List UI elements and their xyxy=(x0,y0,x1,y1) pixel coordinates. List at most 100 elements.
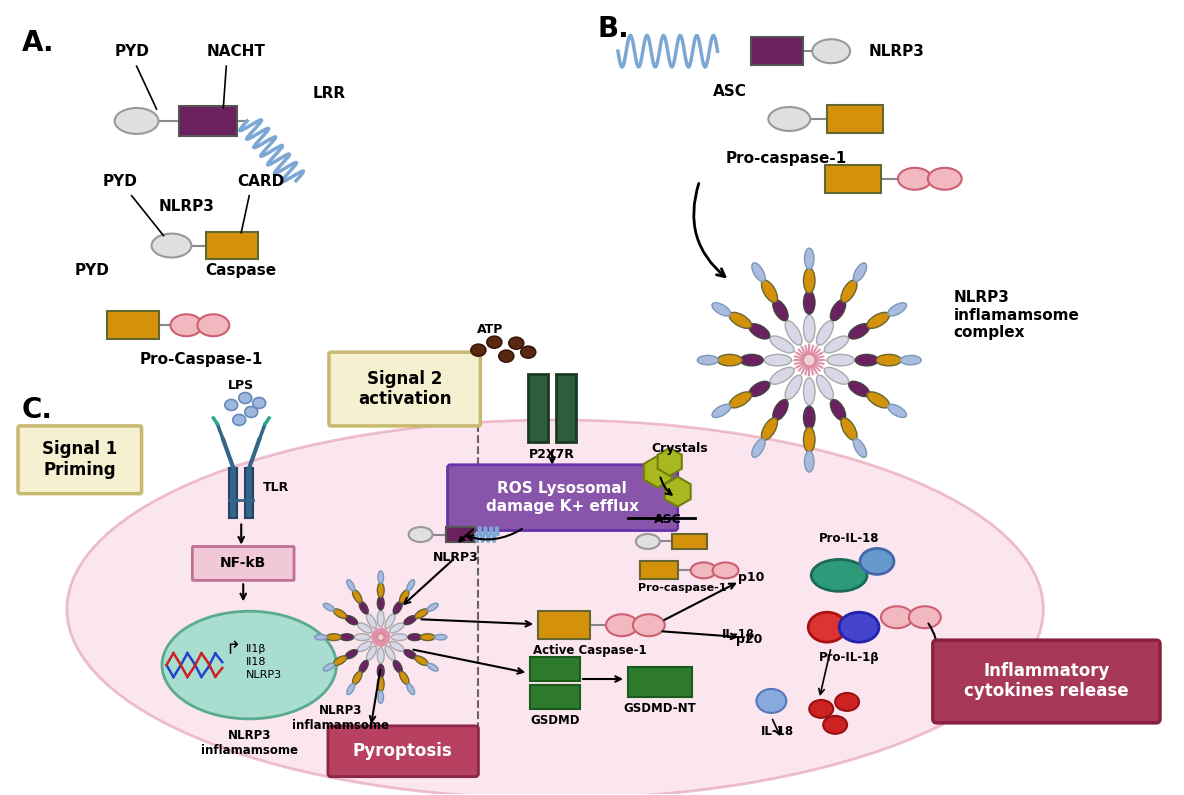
Text: P2X7R: P2X7R xyxy=(529,448,575,461)
Polygon shape xyxy=(644,456,671,487)
Ellipse shape xyxy=(764,355,791,366)
Ellipse shape xyxy=(729,312,752,328)
Text: Active Caspase-1: Active Caspase-1 xyxy=(533,644,646,657)
Text: Crystals: Crystals xyxy=(651,442,708,455)
Text: CARD: CARD xyxy=(238,174,285,188)
Ellipse shape xyxy=(377,634,385,641)
Ellipse shape xyxy=(315,634,327,640)
Bar xyxy=(180,106,237,136)
Ellipse shape xyxy=(752,263,765,281)
Text: Pro-IL-1β: Pro-IL-1β xyxy=(819,651,880,664)
Ellipse shape xyxy=(408,527,432,542)
Ellipse shape xyxy=(690,562,716,579)
Text: Pro-caspase-1: Pro-caspase-1 xyxy=(726,151,847,166)
Ellipse shape xyxy=(390,642,404,651)
Ellipse shape xyxy=(749,382,770,397)
Text: Pro-Caspase-1: Pro-Caspase-1 xyxy=(140,352,263,367)
Ellipse shape xyxy=(854,439,867,457)
Ellipse shape xyxy=(346,615,358,625)
Ellipse shape xyxy=(487,336,502,348)
Ellipse shape xyxy=(785,321,802,345)
Ellipse shape xyxy=(404,615,417,625)
FancyBboxPatch shape xyxy=(329,352,481,426)
Text: LPS: LPS xyxy=(229,379,255,392)
Text: IL-18: IL-18 xyxy=(761,725,794,738)
Ellipse shape xyxy=(252,398,265,409)
Ellipse shape xyxy=(509,337,523,349)
Ellipse shape xyxy=(697,355,719,365)
Ellipse shape xyxy=(749,324,770,339)
Ellipse shape xyxy=(867,392,889,408)
Ellipse shape xyxy=(358,642,372,651)
Ellipse shape xyxy=(828,355,854,366)
Ellipse shape xyxy=(393,661,403,673)
FancyBboxPatch shape xyxy=(933,640,1160,723)
Bar xyxy=(528,374,548,442)
Bar xyxy=(752,37,803,65)
Ellipse shape xyxy=(435,634,446,640)
Ellipse shape xyxy=(606,615,638,636)
Ellipse shape xyxy=(393,602,403,614)
Ellipse shape xyxy=(427,603,438,611)
Text: NLRP3: NLRP3 xyxy=(869,44,925,59)
Ellipse shape xyxy=(812,39,850,63)
Text: NLRP3: NLRP3 xyxy=(159,199,214,214)
Ellipse shape xyxy=(414,609,429,619)
Ellipse shape xyxy=(407,580,414,591)
Text: ASC: ASC xyxy=(713,83,746,99)
Text: B.: B. xyxy=(598,15,630,44)
Ellipse shape xyxy=(805,248,813,269)
Ellipse shape xyxy=(353,590,362,603)
Ellipse shape xyxy=(804,291,815,314)
Ellipse shape xyxy=(768,107,810,131)
Text: NLRP3
inflamamsome: NLRP3 inflamamsome xyxy=(201,729,297,757)
Ellipse shape xyxy=(233,414,246,425)
Ellipse shape xyxy=(803,354,816,366)
Bar xyxy=(556,374,577,442)
Ellipse shape xyxy=(427,663,438,671)
Ellipse shape xyxy=(346,650,358,658)
Ellipse shape xyxy=(867,312,889,328)
Ellipse shape xyxy=(804,315,815,343)
Text: Signal 2
activation: Signal 2 activation xyxy=(358,370,451,409)
Ellipse shape xyxy=(378,648,384,664)
Ellipse shape xyxy=(811,560,867,591)
Ellipse shape xyxy=(740,355,764,366)
Ellipse shape xyxy=(761,280,778,303)
Ellipse shape xyxy=(841,417,857,440)
Bar xyxy=(539,611,590,639)
Bar xyxy=(445,526,476,542)
Ellipse shape xyxy=(347,580,355,591)
Ellipse shape xyxy=(359,661,368,673)
FancyBboxPatch shape xyxy=(18,426,142,494)
Ellipse shape xyxy=(353,671,362,684)
Bar xyxy=(230,467,237,518)
Ellipse shape xyxy=(407,684,414,695)
Ellipse shape xyxy=(162,611,336,719)
Ellipse shape xyxy=(804,268,815,293)
Bar xyxy=(530,685,580,709)
Text: NLRP3: NLRP3 xyxy=(432,552,478,564)
Text: PYD: PYD xyxy=(102,174,137,188)
Ellipse shape xyxy=(824,367,849,384)
Ellipse shape xyxy=(378,611,384,626)
Text: A.: A. xyxy=(22,29,54,57)
Ellipse shape xyxy=(773,400,789,421)
Ellipse shape xyxy=(636,534,659,549)
Ellipse shape xyxy=(390,623,404,633)
Ellipse shape xyxy=(66,420,1043,795)
Ellipse shape xyxy=(327,634,341,641)
Ellipse shape xyxy=(378,571,384,584)
Ellipse shape xyxy=(839,612,879,642)
Text: Pro-IL-18: Pro-IL-18 xyxy=(819,533,880,545)
Ellipse shape xyxy=(770,336,794,353)
Ellipse shape xyxy=(757,689,786,713)
Text: TLR: TLR xyxy=(263,481,289,494)
Ellipse shape xyxy=(367,646,377,661)
Ellipse shape xyxy=(824,336,849,353)
Text: PYD: PYD xyxy=(114,45,149,59)
Bar xyxy=(639,561,677,580)
Ellipse shape xyxy=(805,451,813,472)
Ellipse shape xyxy=(359,602,368,614)
Bar xyxy=(206,231,258,259)
